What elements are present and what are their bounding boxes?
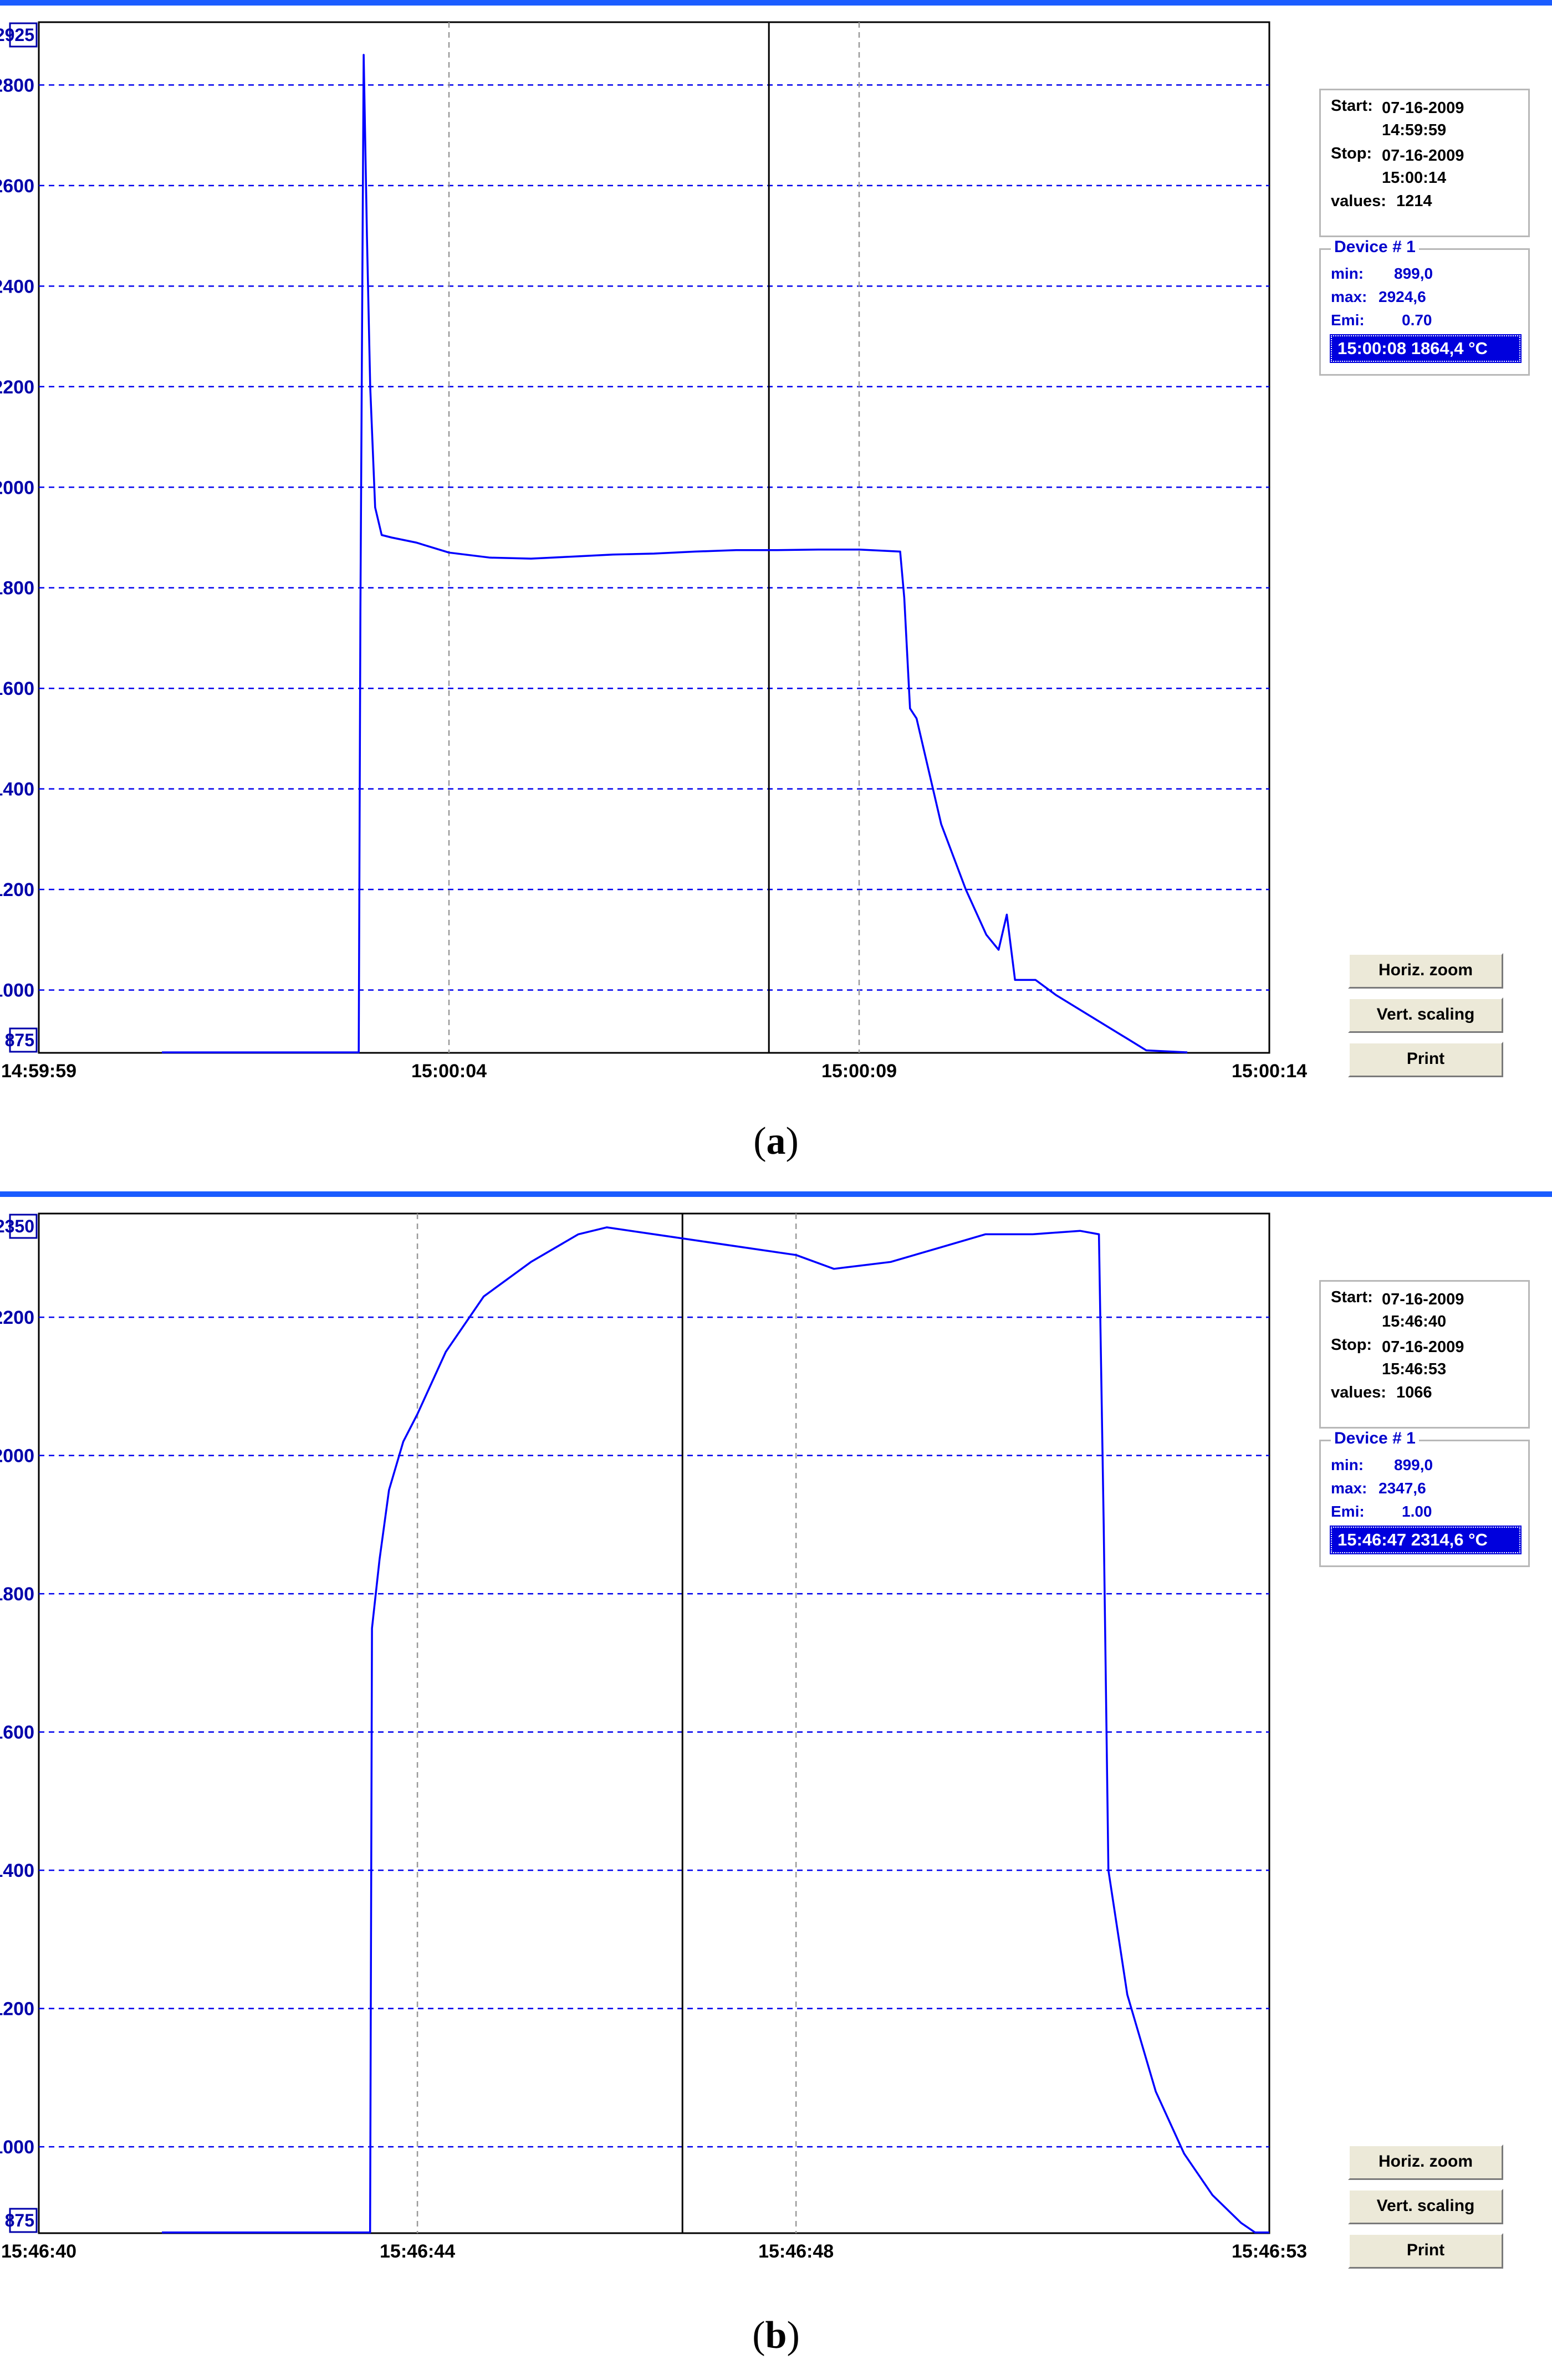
y-limit-box — [9, 1214, 38, 1239]
max-value: 2924,6 — [1379, 288, 1426, 305]
x-tick-label: 15:46:53 — [1232, 2241, 1307, 2262]
y-tick-label: 1000 — [0, 2137, 34, 2158]
y-tick-label: 1600 — [0, 1722, 34, 1743]
max-value: 2347,6 — [1379, 1480, 1426, 1497]
y-limit-label: 2925 — [0, 25, 34, 45]
x-tick-label: 15:46:44 — [380, 2241, 455, 2262]
vert-scaling-button[interactable]: Vert. scaling — [1348, 997, 1503, 1033]
y-tick-label: 1000 — [0, 980, 34, 1001]
x-tick-label: 15:00:04 — [411, 1061, 487, 1082]
stop-time: 15:00:14 — [1382, 169, 1447, 187]
x-tick-label: 15:46:40 — [1, 2241, 76, 2262]
y-tick-label: 2200 — [0, 377, 34, 398]
min-label: min: — [1331, 1456, 1364, 1473]
min-label: min: — [1331, 265, 1364, 282]
y-limit-label: 2350 — [0, 1216, 34, 1236]
y-tick-label: 1200 — [0, 1999, 34, 2020]
values-label: values: — [1331, 1384, 1386, 1401]
start-label: Start: — [1331, 1288, 1373, 1306]
y-limit-box — [9, 22, 38, 48]
min-value: 899,0 — [1394, 265, 1433, 282]
x-tick-label: 15:46:48 — [758, 2241, 834, 2262]
y-tick-label: 2200 — [0, 1307, 34, 1328]
y-tick-label: 1800 — [0, 578, 34, 599]
values-count: 1066 — [1396, 1384, 1432, 1401]
start-time: 14:59:59 — [1382, 121, 1447, 139]
y-tick-label: 2800 — [0, 75, 34, 96]
device-legend: Device # 1 — [1331, 1429, 1419, 1448]
start-date: 07-16-2009 — [1382, 99, 1464, 117]
cursor-readout: 15:00:08 1864,4 °C — [1330, 334, 1522, 363]
max-label: max: — [1331, 1480, 1367, 1497]
emi-label: Emi: — [1331, 311, 1365, 329]
y-tick-label: 1600 — [0, 678, 34, 699]
emi-label: Emi: — [1331, 1503, 1365, 1520]
y-tick-label: 1800 — [0, 1584, 34, 1605]
start-label: Start: — [1331, 97, 1373, 115]
y-tick-label: 1400 — [0, 779, 34, 800]
max-label: max: — [1331, 288, 1367, 305]
stop-label: Stop: — [1331, 1336, 1372, 1354]
cursor-readout: 15:46:47 2314,6 °C — [1330, 1526, 1522, 1554]
start-date: 07-16-2009 — [1382, 1291, 1464, 1308]
horiz-zoom-button[interactable]: Horiz. zoom — [1348, 2144, 1503, 2180]
min-value: 899,0 — [1394, 1456, 1433, 1473]
horiz-zoom-button[interactable]: Horiz. zoom — [1348, 953, 1503, 989]
y-tick-label: 2400 — [0, 276, 34, 297]
print-button[interactable]: Print — [1348, 1042, 1503, 1077]
y-limit-box — [9, 2208, 38, 2233]
plot-frame — [38, 1212, 1270, 2234]
x-tick-label: 14:59:59 — [1, 1061, 76, 1082]
values-count: 1214 — [1396, 192, 1432, 210]
vert-scaling-button[interactable]: Vert. scaling — [1348, 2189, 1503, 2224]
series-line — [162, 1226, 1269, 2234]
x-tick-label: 15:00:09 — [821, 1061, 897, 1082]
device-box-b: Device # 1 min: 899,0 max: 2347,6 Emi: 1.00… — [1319, 1429, 1530, 1567]
stop-date: 07-16-2009 — [1382, 147, 1464, 165]
start-time: 15:46:40 — [1382, 1313, 1447, 1330]
info-box-b: Start: 07-16-2009 15:46:40 Stop: 07-16-2009… — [1319, 1280, 1530, 1429]
info-box-a: Start: 07-16-2009 14:59:59 Stop: 07-16-2009… — [1319, 89, 1530, 237]
window-title-bar — [0, 0, 1552, 6]
y-limit-box — [9, 1027, 38, 1053]
y-tick-label: 1400 — [0, 1860, 34, 1881]
panel-caption-b: (b) — [752, 2314, 800, 2357]
stop-label: Stop: — [1331, 145, 1372, 162]
print-button[interactable]: Print — [1348, 2233, 1503, 2269]
device-box-a: Device # 1 min: 899,0 max: 2924,6 Emi: 0.70… — [1319, 238, 1530, 376]
stop-time: 15:46:53 — [1382, 1360, 1447, 1378]
x-tick-label: 15:00:14 — [1232, 1061, 1307, 1082]
window-title-bar — [0, 1191, 1552, 1197]
y-tick-label: 2600 — [0, 176, 34, 197]
y-limit-label: 875 — [5, 2210, 34, 2230]
y-tick-label: 1200 — [0, 879, 34, 900]
plot-frame — [38, 21, 1270, 1054]
emi-value: 0.70 — [1402, 311, 1432, 329]
stop-date: 07-16-2009 — [1382, 1338, 1464, 1356]
series-line — [162, 54, 1188, 1053]
values-label: values: — [1331, 192, 1386, 210]
panel-caption-a: (a) — [753, 1120, 799, 1163]
device-legend: Device # 1 — [1331, 238, 1419, 257]
emi-value: 1.00 — [1402, 1503, 1432, 1520]
y-limit-label: 875 — [5, 1030, 34, 1050]
